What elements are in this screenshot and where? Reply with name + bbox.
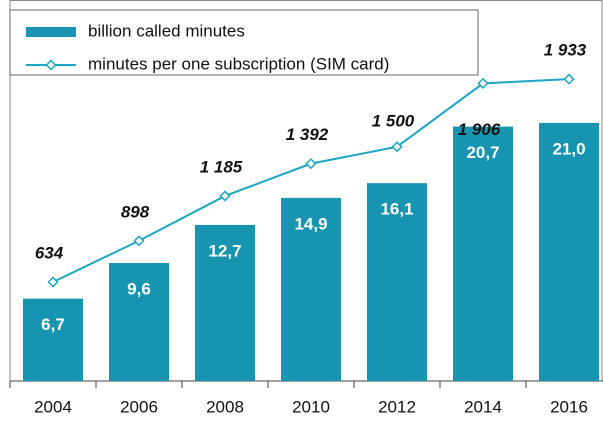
line-marker [133, 235, 145, 247]
legend-swatch [26, 27, 76, 37]
line-label: 898 [121, 202, 150, 221]
x-tick-label: 2016 [550, 397, 588, 416]
bar [109, 263, 169, 381]
bar-label: 14,9 [294, 214, 327, 233]
legend-label: minutes per one subscription (SIM card) [88, 54, 389, 73]
x-tick-label: 2004 [34, 397, 72, 416]
x-tick-label: 2006 [120, 397, 158, 416]
x-tick-label: 2008 [206, 397, 244, 416]
bar [195, 224, 255, 381]
line-label: 1 392 [286, 125, 329, 144]
line-marker [219, 190, 231, 202]
line-label: 1 500 [372, 111, 415, 130]
x-tick-label: 2014 [464, 397, 502, 416]
legend-box [9, 9, 479, 76]
bar [539, 122, 599, 381]
line-marker [477, 77, 489, 89]
bar-label: 12,7 [208, 241, 241, 260]
legend-swatch [45, 59, 57, 71]
bar [23, 298, 83, 381]
bar-label: 21,0 [552, 139, 585, 158]
bar [281, 197, 341, 381]
bar-label: 6,7 [41, 315, 65, 334]
bar [453, 126, 513, 381]
line-label: 1 185 [200, 157, 243, 176]
line-label: 1 906 [458, 120, 501, 139]
x-tick-label: 2012 [378, 397, 416, 416]
bar-label: 9,6 [127, 279, 151, 298]
legend-label: billion called minutes [88, 21, 245, 40]
line-marker [305, 158, 317, 170]
line-marker [391, 141, 403, 153]
bar-label: 16,1 [380, 200, 413, 219]
line-marker [563, 73, 575, 85]
x-tick-label: 2010 [292, 397, 330, 416]
bar-label: 20,7 [466, 143, 499, 162]
bar [367, 183, 427, 381]
line-marker [47, 276, 59, 288]
line-label: 1 933 [544, 41, 587, 60]
line-label: 634 [35, 243, 64, 262]
